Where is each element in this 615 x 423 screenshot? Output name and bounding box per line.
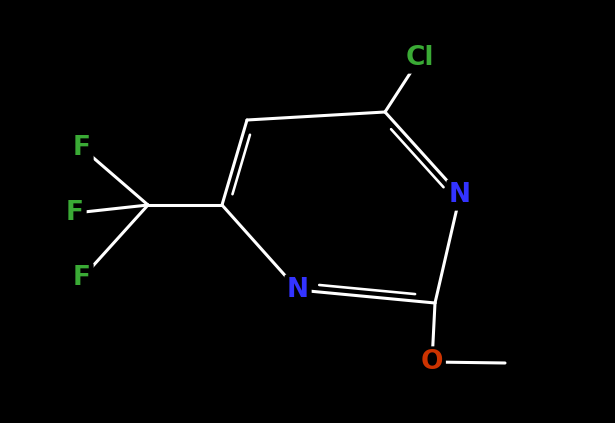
Text: F: F — [73, 135, 91, 161]
Text: O: O — [421, 349, 443, 375]
Text: N: N — [449, 182, 471, 208]
Text: N: N — [287, 277, 309, 303]
Text: F: F — [73, 265, 91, 291]
Text: Cl: Cl — [406, 45, 434, 71]
Text: F: F — [66, 200, 84, 226]
